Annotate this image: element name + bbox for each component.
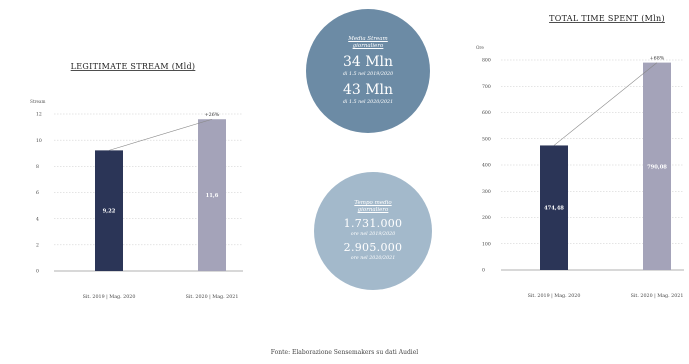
right-category-label-1: Sit. 2019 | Mag. 2020 xyxy=(528,293,581,299)
tempo-medio-value-2019: 1.731.000 xyxy=(343,217,403,230)
right-y-tick-label: 100 xyxy=(482,241,491,247)
left-y-tick-label: 2 xyxy=(36,242,39,248)
tempo-medio-heading-2: giornaliero xyxy=(357,207,389,213)
left-y-tick-label: 12 xyxy=(36,112,42,118)
right-category-label-2: Sit. 2020 | Mag. 2021 xyxy=(631,293,684,299)
left-category-label-2: Sit. 2020 | Mag. 2021 xyxy=(186,294,239,300)
legitimate-stream-chart: LEGITIMATE STREAM (Mld) Stream 0 2 4 6 8 10 12 9,… xyxy=(30,62,243,300)
right-value-label-2: 790,08 xyxy=(647,164,667,170)
left-category-label-1: Sit. 2019 | Mag. 2020 xyxy=(83,294,136,300)
right-value-label-1: 474,48 xyxy=(544,206,564,212)
tempo-medio-circle: Tempo medio giornaliero 1.731.000 ore ne… xyxy=(314,172,432,290)
right-y-tick-label: 800 xyxy=(482,58,491,64)
left-y-tick-label: 6 xyxy=(36,190,39,196)
right-bar-1 xyxy=(540,145,568,270)
right-y-tick-label: 300 xyxy=(482,189,491,195)
media-stream-value-2020: 43 Mln xyxy=(342,82,394,98)
right-y-tick-label: 0 xyxy=(482,268,485,274)
right-y-axis-label: Ore xyxy=(476,45,484,50)
media-stream-circle: Media Stream giornaliero 34 Mln di 1.5 n… xyxy=(306,9,430,133)
tempo-medio-heading-1: Tempo medio xyxy=(354,200,392,206)
left-bar-1 xyxy=(95,150,123,271)
right-title: TOTAL TIME SPENT (Mln) xyxy=(549,14,665,23)
left-growth-line xyxy=(108,118,213,151)
right-growth-label: +68% xyxy=(650,56,665,62)
left-title: LEGITIMATE STREAM (Mld) xyxy=(71,62,196,71)
right-y-tick-label: 200 xyxy=(482,215,491,221)
left-value-label-2: 11,6 xyxy=(206,193,219,199)
left-y-tick-label: 0 xyxy=(36,269,39,275)
right-growth-line xyxy=(553,62,658,146)
left-y-tick-label: 4 xyxy=(36,216,39,222)
left-y-axis-label: Stream xyxy=(30,99,46,104)
right-y-tick-label: 400 xyxy=(482,163,491,169)
left-y-tick-label: 10 xyxy=(36,138,42,144)
left-y-tick-label: 8 xyxy=(36,164,39,170)
tempo-medio-caption-2019: ore nel 2019/2020 xyxy=(350,232,396,237)
tempo-medio-value-2020: 2.905.000 xyxy=(343,241,403,254)
media-stream-caption-2020: di 1.5 nel 2020/2021 xyxy=(342,100,394,105)
total-time-spent-chart: TOTAL TIME SPENT (Mln) Ore 0 100 200 300 400 50… xyxy=(476,14,684,299)
left-growth-label: +26% xyxy=(205,112,220,118)
right-y-tick-label: 700 xyxy=(482,84,491,90)
left-value-label-1: 9,22 xyxy=(103,209,116,215)
media-stream-caption-2019: di 1.5 nel 2019/2020 xyxy=(342,72,394,77)
source-note: Fonte: Elaborazione Sensemakers su dati … xyxy=(270,349,419,356)
media-stream-value-2019: 34 Mln xyxy=(342,54,394,70)
right-bar-2 xyxy=(643,62,671,270)
media-stream-heading-1: Media Stream xyxy=(348,36,388,42)
media-stream-heading-2: giornaliero xyxy=(352,43,384,49)
left-bar-2 xyxy=(198,119,226,271)
right-y-tick-label: 500 xyxy=(482,136,491,142)
tempo-medio-caption-2020: ore nel 2020/2021 xyxy=(350,256,396,261)
right-y-tick-label: 600 xyxy=(482,110,491,116)
